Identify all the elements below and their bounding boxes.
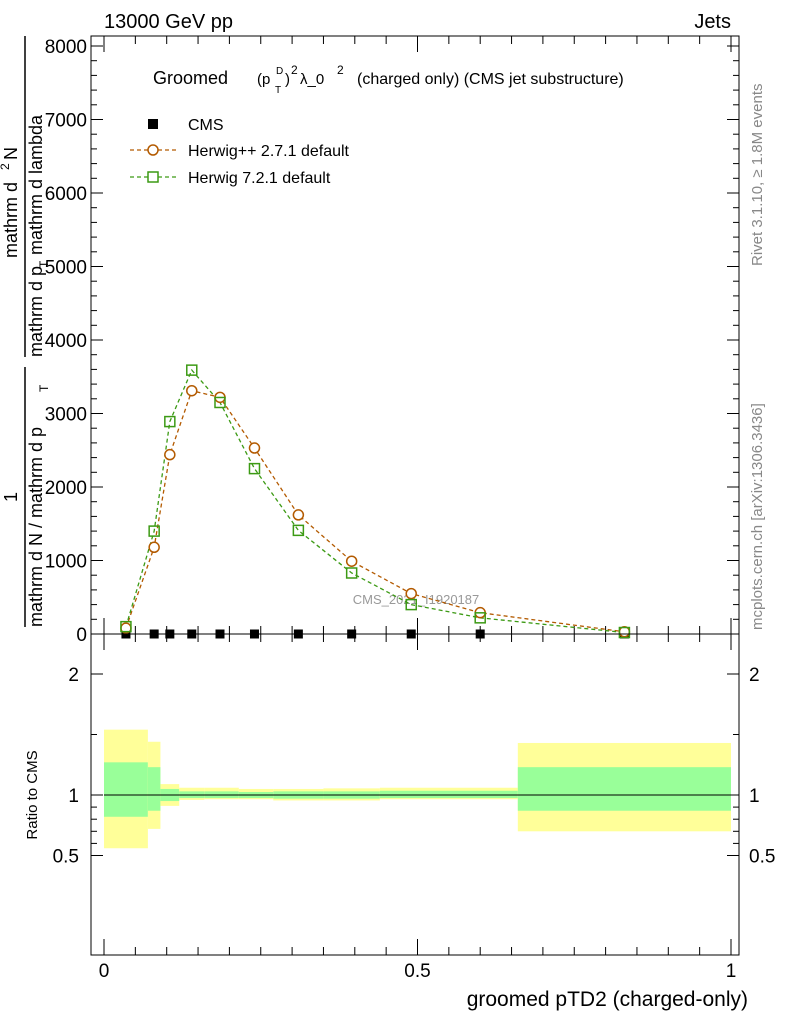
rivet-version-label: Rivet 3.1.10, ≥ 1.8M events [749,84,766,267]
legend: CMS Herwig++ 2.7.1 default Herwig 7.2.1 de… [130,117,350,187]
ylabel-frac-right-den-tail: mathrm d lambda [26,114,46,255]
herwigpp-point [405,587,417,600]
ylabel-frac-left-den: mathrm d N / mathrm d p [26,427,46,627]
ratio-y-tick-label-right: 2 [749,665,760,686]
title-groomed: Groomed [153,68,228,88]
main-y-tick-label: 7000 [45,111,87,132]
main-y-axis: 0 1000 2000 3000 4000 5000 6000 7000 8000 [45,37,739,646]
herwig7-point [248,462,261,475]
herwig7-point [120,620,132,633]
main-y-tick-label: 6000 [45,184,87,205]
legend-label: CMS [188,117,224,134]
legend-marker-herwigpp [147,144,159,156]
herwig7-point [345,567,358,579]
ratio-y-axis-label: Ratio to CMS [24,750,41,839]
ylabel-frac-right-num: mathrm d [1,182,21,258]
main-y-tick-label: 2000 [45,478,87,499]
title-lambda: λ_0 [300,71,324,88]
legend-marker-cms [148,119,158,129]
header-right-label: Jets [694,11,731,33]
main-y-tick-label: 8000 [45,37,87,58]
herwigpp-point [148,541,160,554]
legend-marker-herwig7 [147,171,159,183]
ylabel-frac-left-den-sub: T [37,384,51,392]
main-y-tick-label: 1000 [45,552,87,573]
x-tick-label: 1 [726,961,737,982]
x-axis-label: groomed pTD2 (charged-only) [467,988,748,1011]
herwig7-point [292,524,305,537]
main-y-axis-label: 1 mathrm d N / mathrm d p T mathrm d 2 N… [0,36,51,627]
herwigpp-point [345,555,358,567]
herwigpp-point [618,626,631,638]
herwig7-point [214,396,226,409]
herwig7-point [148,525,160,537]
herwigpp-point [164,448,176,461]
ratio-y-tick-label-right: 0.5 [749,847,775,868]
header-left-label: 13000 GeV pp [104,11,233,33]
title-sub-t: T [275,85,281,96]
legend-label: Herwig++ 2.7.1 default [188,143,350,160]
title-sup-d: D [276,66,283,77]
herwigpp-point [248,442,261,454]
herwig7-point [164,415,176,428]
ratio-inner-band [104,762,148,817]
herwig7-point [474,612,486,624]
legend-label: Herwig 7.2.1 default [188,170,331,187]
plot-title: Groomed (p D T ) 2 λ_0 2 (charged only) … [153,63,624,96]
ratio-panel: 0.5 0.51 12 2 0 0.5 1 Ratio to CMS groomed pT… [24,633,776,1011]
main-y-tick-label: 0 [76,625,87,646]
ylabel-frac-right-num-sup: 2 [0,163,12,170]
ratio-y-tick-label: 2 [68,665,79,686]
main-y-tick-label: 4000 [45,331,87,352]
herwigpp-point [186,384,198,397]
main-x-axis [103,36,732,634]
ratio-inner-band [379,790,518,799]
main-y-tick-label: 3000 [45,405,87,426]
herwig7-point [186,364,198,376]
x-tick-label: 0.5 [404,961,430,982]
ratio-inner-band [147,767,161,811]
mcplots-label: mcplots.cern.ch [arXiv:1306.3436] [749,403,766,630]
title-sup-2b: 2 [337,63,344,77]
ratio-y-tick-label: 1 [68,786,79,807]
ratio-bands [104,729,731,849]
herwigpp-point [292,509,305,521]
ratio-inner-band [517,767,731,811]
herwig7-point [618,626,631,639]
title-close: ) [285,71,290,88]
ratio-y-tick-label: 0.5 [53,847,79,868]
title-p: (p [257,71,270,88]
main-y-tick-label: 5000 [45,258,87,279]
x-tick-label: 0 [99,961,110,982]
ylabel-frac-right-den: mathrm d p [26,266,46,357]
herwig7-line [125,368,625,634]
ylabel-frac-right-num-tail: N [1,147,21,160]
title-rest: (charged only) (CMS jet substructure) [357,71,624,88]
ylabel-frac-right-den-sub: T [37,260,51,268]
ylabel-frac-left-num: 1 [1,492,21,502]
ratio-y-tick-label-right: 1 [749,786,760,807]
ratio-x-axis: 0 0.5 1 [99,634,737,982]
herwig7-point [405,598,417,611]
ratio-y-axis: 0.5 0.5 1 1 2 2 [53,665,776,868]
title-sup-2a: 2 [291,63,298,77]
